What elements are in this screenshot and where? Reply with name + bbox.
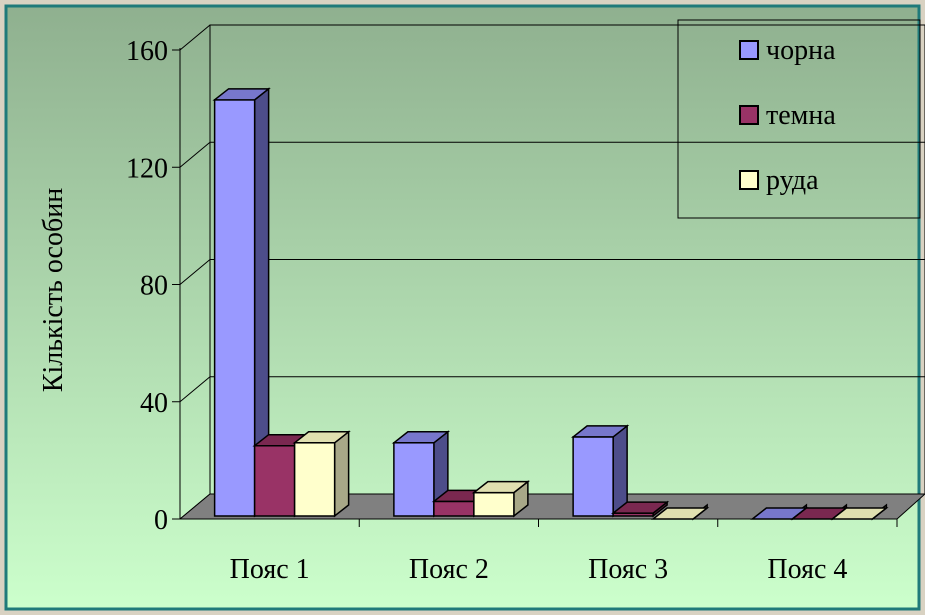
bar-front [253,444,296,517]
bar-top [650,507,710,520]
y-tick-label: 160 [126,36,168,67]
legend-label: чорна [766,35,836,66]
y-axis-label: Кількість особин [38,188,69,392]
bars [212,87,889,521]
y-tick-label: 120 [126,153,168,184]
y-tick-label: 0 [154,505,168,536]
x-tick-label: Пояс 1 [230,554,310,585]
x-tick-label: Пояс 2 [409,554,489,585]
x-tick-labels: Пояс 1 Пояс 2 Пояс 3 Пояс 4 [230,554,848,585]
bar [391,430,451,518]
bar-top [830,507,889,520]
bar-front [293,442,336,517]
legend: чорна темна руда [677,19,921,219]
bar [471,480,531,518]
bar-top [212,88,271,101]
bar [610,500,670,518]
bar-front [213,99,256,517]
bar [650,503,710,521]
bar-front [433,500,475,517]
legend-box [677,19,921,219]
legend-label: темна [766,100,836,131]
bar-top [391,431,451,444]
y-tick-label: 80 [140,271,168,302]
y-tick-labels: 0 40 80 120 160 [126,36,168,536]
x-tick-label: Пояс 3 [588,554,668,585]
legend-swatch [739,40,759,60]
bar-front [393,442,435,517]
bar-top [471,480,531,494]
gridline-diagonal [179,259,211,285]
legend-swatch [739,105,759,125]
bar [570,424,630,518]
bar-top [610,501,670,514]
bar-top [570,425,630,438]
legend-swatch [739,170,759,190]
bar [212,87,271,518]
bar [292,430,351,518]
y-tick-label: 40 [140,388,168,419]
bar-top [292,431,351,444]
bar-side [333,430,350,518]
x-tick-label: Пояс 4 [767,554,847,585]
bar [830,503,889,521]
legend-label: руда [766,165,819,196]
gridline-diagonal [179,141,211,168]
bar-front [473,491,515,517]
bar-front [572,436,614,517]
gridline-diagonal [179,24,211,51]
gridline-diagonal [179,376,211,403]
bar-side [612,424,628,518]
